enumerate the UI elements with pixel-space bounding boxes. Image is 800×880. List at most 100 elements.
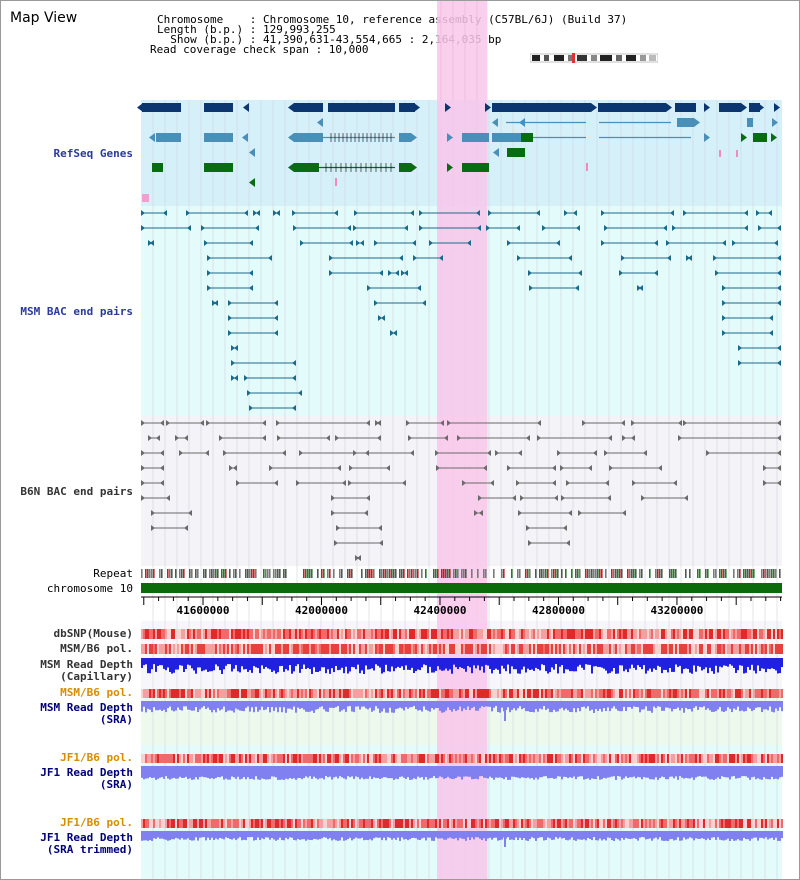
jf1-sra-depth-bar (337, 766, 339, 779)
msm-capillary-depth-bar (217, 658, 219, 667)
jf1-b6-pol-trimmed-strip (521, 819, 523, 828)
jf1-b6-pol-strip (557, 754, 559, 763)
jf1-sra-depth-bar (481, 766, 483, 777)
msm-b6-pol-sra-strip (247, 689, 249, 698)
jf1-b6-pol-trimmed-strip (437, 819, 439, 828)
jf1-sra-depth-bar (363, 766, 365, 780)
repeat-mark (461, 569, 463, 578)
gene-exon (719, 150, 721, 157)
chromosome-ideogram[interactable] (530, 53, 658, 63)
msm-b6-pol-strip (471, 644, 473, 654)
jf1-trimmed-depth-bar (141, 831, 143, 841)
msm-b6-pol-strip (749, 644, 751, 654)
msm-b6-pol-strip (333, 644, 335, 654)
jf1-b6-pol-trimmed-strip (441, 819, 443, 828)
msm-bac-pair-end-icon (722, 300, 726, 306)
msm-b6-pol-strip (177, 644, 179, 654)
jf1-trimmed-depth-bar (285, 831, 287, 838)
msm-b6-pol-strip (633, 644, 635, 654)
dbsnp-strip (337, 629, 339, 639)
jf1-b6-pol-trimmed-strip (199, 819, 201, 828)
msm-b6-pol-strip (185, 644, 187, 654)
jf1-sra-depth-bar (523, 766, 525, 778)
msm-sra-depth-bar (209, 701, 211, 710)
chromosome-label: chromosome 10 (46, 582, 133, 595)
msm-capillary-depth-bar (585, 658, 587, 665)
msm-bac-pair-end-icon (576, 225, 580, 231)
jf1-trimmed-depth-bar (365, 831, 367, 840)
jf1-trimmed-depth-bar (453, 831, 455, 839)
repeat-mark (779, 569, 781, 578)
jf1-trimmed-depth-bar (735, 831, 737, 841)
jf1-b6-pol-strip (575, 754, 577, 763)
msm-capillary-depth-bar (673, 658, 675, 672)
msm-capillary-depth-bar (573, 658, 575, 672)
msm-b6-pol-sra-strip (229, 689, 231, 698)
msm-bac-pair-end-icon (556, 240, 560, 246)
repeat-mark (621, 569, 623, 578)
msm-b6-pol-strip (323, 644, 325, 654)
repeat-mark (351, 569, 353, 578)
jf1-trimmed-depth-bar (759, 831, 761, 838)
msm-b6-pol-strip (487, 644, 489, 654)
jf1-b6-pol-trimmed-strip (269, 819, 271, 828)
jf1-b6-pol-strip (175, 754, 177, 763)
jf1-sra-depth-bar (323, 766, 325, 780)
jf1-b6-pol-trimmed-strip (697, 819, 699, 828)
b6n-bac-pair-end-icon (353, 450, 357, 456)
msm-b6-pol-sra-strip (587, 689, 589, 698)
jf1-b6-pol-strip (471, 754, 473, 763)
jf1-b6-pol-trimmed-strip (775, 819, 777, 828)
jf1-trimmed-depth-bar (381, 831, 383, 841)
msm-sra-depth-bar (283, 701, 285, 708)
jf1-read-depth-trimmed-label: JF1 Read Depth (40, 831, 133, 844)
jf1-trimmed-depth-bar (677, 831, 679, 838)
jf1-sra-depth-bar (753, 766, 755, 777)
jf1-sra-depth-bar (655, 766, 657, 778)
jf1-trimmed-depth-bar (573, 831, 575, 841)
msm-sra-depth-bar (251, 701, 253, 708)
jf1-b6-pol-strip (299, 754, 301, 763)
msm-sra-depth-bar (337, 701, 339, 707)
msm-b6-pol-sra-label: MSM/B6 pol. (60, 686, 133, 699)
msm-b6-pol-strip (203, 644, 205, 654)
msm-sra-depth-bar (151, 701, 153, 713)
dbsnp-strip (255, 629, 257, 639)
jf1-trimmed-depth-bar (501, 831, 503, 840)
jf1-b6-pol-trimmed-strip (637, 819, 639, 828)
dbsnp-strip (517, 629, 519, 639)
jf1-sra-depth-bar (349, 766, 351, 778)
msm-b6-pol-strip (207, 644, 209, 654)
dbsnp-strip (229, 629, 231, 639)
jf1-b6-pol-trimmed-strip (647, 819, 649, 828)
msm-sra-depth-bar (757, 701, 759, 708)
jf1-b6-pol-strip (337, 754, 339, 763)
msm-b6-pol-sra-strip (453, 689, 455, 698)
msm-b6-pol-sra-strip (561, 689, 563, 698)
jf1-sra-depth-bar (463, 766, 465, 777)
jf1-b6-pol-strip (565, 754, 567, 763)
b6n-bac-pair-end-icon (166, 495, 170, 501)
msm-b6-pol-strip (415, 644, 417, 654)
msm-b6-pol-sra-strip (607, 689, 609, 698)
msm-b6-pol-sra-strip (345, 689, 347, 698)
dbsnp-strip (671, 629, 673, 639)
jf1-sra-depth-bar (735, 766, 737, 779)
jf1-sra-depth-bar (721, 766, 723, 777)
msm-bac-pair-end-icon (255, 225, 259, 231)
msm-b6-pol-sra-strip (531, 689, 533, 698)
jf1-b6-pol-trimmed-strip (701, 819, 703, 828)
msm-sra-depth-bar (347, 701, 349, 707)
msm-bac-pair-end-icon (722, 240, 726, 246)
jf1-b6-pol-trimmed-strip (153, 819, 155, 828)
msm-b6-pol-strip (705, 644, 707, 654)
repeat-mark (517, 569, 519, 578)
msm-b6-pol-sra-strip (187, 689, 189, 698)
jf1-b6-pol-strip (177, 754, 179, 763)
jf1-trimmed-depth-bar (739, 831, 741, 841)
jf1-b6-pol-strip (215, 754, 217, 763)
jf1-sra-depth-bar (399, 766, 401, 777)
dbsnp-strip (539, 629, 541, 639)
msm-b6-pol-sra-strip (781, 689, 783, 698)
